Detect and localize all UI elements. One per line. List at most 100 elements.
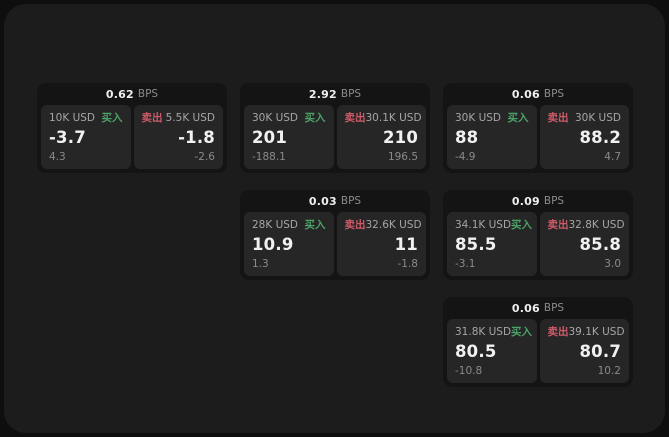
spread-unit: BPS <box>340 195 362 207</box>
buy-quote-tile[interactable]: 10K USD 买入 -3.7 4.3 <box>41 105 131 169</box>
buy-quote-tile[interactable]: 30K USD 买入 201 -188.1 <box>244 105 334 169</box>
sell-delta: 10.2 <box>597 365 621 377</box>
buy-delta: 4.3 <box>49 151 66 163</box>
sell-price: 11 <box>394 235 418 254</box>
sell-tile-header: 卖出 32.6K USD <box>344 219 422 231</box>
sell-side-label: 卖出 <box>141 112 163 124</box>
spread-value: 0.06 <box>511 301 540 315</box>
buy-quote-tile[interactable]: 28K USD 买入 10.9 1.3 <box>244 212 334 276</box>
sell-side-label: 卖出 <box>547 219 569 231</box>
quote-card: 0.09 BPS 34.1K USD 买入 85.5 -3.1 卖出 32.8K… <box>443 190 633 280</box>
buy-price: 10.9 <box>252 235 294 254</box>
sell-quote-tile[interactable]: 卖出 39.1K USD 80.7 10.2 <box>539 319 629 383</box>
buy-delta: -3.1 <box>455 258 476 270</box>
sell-size-label: 30.1K USD <box>365 112 422 124</box>
sell-delta: -2.6 <box>194 151 216 163</box>
buy-tile-header: 28K USD 买入 <box>252 219 326 231</box>
sell-quote-tile[interactable]: 卖出 30K USD 88.2 4.7 <box>539 105 629 169</box>
quote-body: 30K USD 买入 88 -4.9 卖出 30K USD 88.2 4.7 <box>443 105 633 173</box>
spread-unit: BPS <box>543 195 565 207</box>
sell-quote-tile[interactable]: 卖出 32.6K USD 11 -1.8 <box>336 212 426 276</box>
sell-price: 210 <box>382 128 418 147</box>
sell-tile-header: 卖出 32.8K USD <box>547 219 625 231</box>
buy-price: 201 <box>252 128 288 147</box>
buy-price: 85.5 <box>455 235 497 254</box>
spread-header: 0.06 BPS <box>443 83 633 105</box>
sell-side-label: 卖出 <box>547 326 569 338</box>
buy-side-label: 买入 <box>304 112 326 124</box>
spread-unit: BPS <box>340 88 362 100</box>
spread-unit: BPS <box>543 88 565 100</box>
spread-unit: BPS <box>543 302 565 314</box>
buy-delta: 1.3 <box>252 258 269 270</box>
buy-tile-header: 30K USD 买入 <box>455 112 529 124</box>
sell-size-label: 5.5K USD <box>165 112 215 124</box>
buy-side-label: 买入 <box>511 326 533 338</box>
sell-quote-tile[interactable]: 卖出 32.8K USD 85.8 3.0 <box>539 212 629 276</box>
buy-quote-tile[interactable]: 34.1K USD 买入 85.5 -3.1 <box>447 212 537 276</box>
quote-card: 0.03 BPS 28K USD 买入 10.9 1.3 卖出 32.6K US… <box>240 190 430 280</box>
buy-tile-header: 10K USD 买入 <box>49 112 123 124</box>
sell-size-label: 32.6K USD <box>365 219 422 231</box>
buy-size-label: 10K USD <box>49 112 96 124</box>
buy-tile-header: 34.1K USD 买入 <box>455 219 533 231</box>
spread-value: 0.62 <box>105 87 134 101</box>
sell-price: -1.8 <box>178 128 215 147</box>
buy-price: 80.5 <box>455 342 497 361</box>
sell-tile-header: 卖出 5.5K USD <box>142 112 216 124</box>
buy-quote-tile[interactable]: 30K USD 买入 88 -4.9 <box>447 105 537 169</box>
buy-size-label: 31.8K USD <box>455 326 512 338</box>
spread-header: 2.92 BPS <box>240 83 430 105</box>
sell-delta: 4.7 <box>604 151 621 163</box>
quote-body: 31.8K USD 买入 80.5 -10.8 卖出 39.1K USD 80.… <box>443 319 633 387</box>
sell-price: 88.2 <box>579 128 621 147</box>
sell-side-label: 卖出 <box>344 219 366 231</box>
quote-body: 34.1K USD 买入 85.5 -3.1 卖出 32.8K USD 85.8… <box>443 212 633 280</box>
buy-price: -3.7 <box>49 128 86 147</box>
spread-value: 0.09 <box>511 194 540 208</box>
sell-size-label: 39.1K USD <box>568 326 625 338</box>
quote-body: 28K USD 买入 10.9 1.3 卖出 32.6K USD 11 -1.8 <box>240 212 430 280</box>
sell-price: 85.8 <box>579 235 621 254</box>
buy-delta: -4.9 <box>455 151 476 163</box>
buy-tile-header: 31.8K USD 买入 <box>455 326 533 338</box>
buy-price: 88 <box>455 128 479 147</box>
sell-tile-header: 卖出 30K USD <box>548 112 622 124</box>
buy-side-label: 买入 <box>304 219 326 231</box>
sell-quote-tile[interactable]: 卖出 30.1K USD 210 196.5 <box>336 105 426 169</box>
sell-tile-header: 卖出 39.1K USD <box>547 326 625 338</box>
spread-value: 0.03 <box>308 194 337 208</box>
buy-side-label: 买入 <box>511 219 533 231</box>
buy-size-label: 30K USD <box>455 112 502 124</box>
spread-header: 0.03 BPS <box>240 190 430 212</box>
quote-card: 2.92 BPS 30K USD 买入 201 -188.1 卖出 30.1K … <box>240 83 430 173</box>
buy-delta: -10.8 <box>455 365 483 377</box>
sell-side-label: 卖出 <box>547 112 569 124</box>
sell-quote-tile[interactable]: 卖出 5.5K USD -1.8 -2.6 <box>133 105 223 169</box>
buy-size-label: 34.1K USD <box>455 219 512 231</box>
quote-body: 30K USD 买入 201 -188.1 卖出 30.1K USD 210 1… <box>240 105 430 173</box>
buy-side-label: 买入 <box>507 112 529 124</box>
buy-size-label: 28K USD <box>252 219 299 231</box>
buy-tile-header: 30K USD 买入 <box>252 112 326 124</box>
quote-card: 0.06 BPS 31.8K USD 买入 80.5 -10.8 卖出 39.1… <box>443 297 633 387</box>
sell-size-label: 32.8K USD <box>568 219 625 231</box>
buy-size-label: 30K USD <box>252 112 299 124</box>
spread-unit: BPS <box>137 88 159 100</box>
quote-card: 0.62 BPS 10K USD 买入 -3.7 4.3 卖出 5.5K USD <box>37 83 227 173</box>
spread-header: 0.62 BPS <box>37 83 227 105</box>
spread-value: 0.06 <box>511 87 540 101</box>
spread-header: 0.06 BPS <box>443 297 633 319</box>
sell-size-label: 30K USD <box>574 112 621 124</box>
sell-delta: -1.8 <box>397 258 419 270</box>
quote-body: 10K USD 买入 -3.7 4.3 卖出 5.5K USD -1.8 -2.… <box>37 105 227 173</box>
sell-side-label: 卖出 <box>344 112 366 124</box>
sell-tile-header: 卖出 30.1K USD <box>344 112 422 124</box>
buy-quote-tile[interactable]: 31.8K USD 买入 80.5 -10.8 <box>447 319 537 383</box>
spread-header: 0.09 BPS <box>443 190 633 212</box>
buy-side-label: 买入 <box>101 112 123 124</box>
sell-delta: 196.5 <box>387 151 418 163</box>
quote-card: 0.06 BPS 30K USD 买入 88 -4.9 卖出 30K USD <box>443 83 633 173</box>
sell-delta: 3.0 <box>604 258 621 270</box>
